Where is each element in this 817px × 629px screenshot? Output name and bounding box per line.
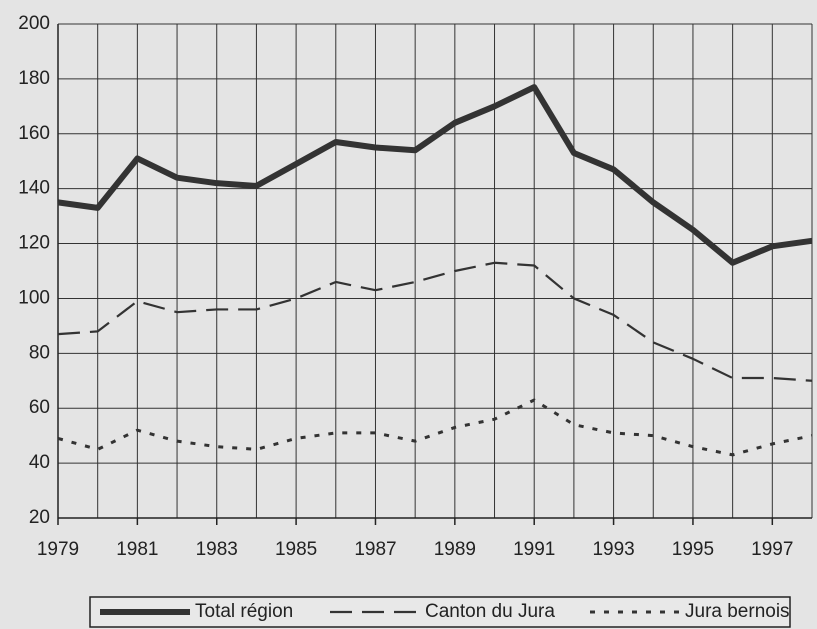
y-tick-label: 160	[18, 123, 50, 144]
y-tick-label: 120	[18, 233, 50, 254]
x-tick-label: 1991	[513, 539, 555, 560]
x-tick-label: 1997	[751, 539, 793, 560]
x-tick-label: 1983	[196, 539, 238, 560]
x-tick-label: 1979	[37, 539, 79, 560]
x-tick-label: 1985	[275, 539, 317, 560]
x-tick-label: 1981	[116, 539, 158, 560]
y-tick-label: 140	[18, 178, 50, 199]
y-tick-label: 40	[29, 452, 50, 473]
y-tick-label: 180	[18, 68, 50, 89]
series-line	[57, 84, 813, 266]
x-tick-label: 1993	[592, 539, 634, 560]
y-tick-label: 60	[29, 397, 50, 418]
y-tick-label: 20	[29, 507, 50, 528]
series-line	[57, 261, 813, 382]
legend-box	[89, 596, 791, 628]
legend-label: Jura bernois	[685, 601, 790, 622]
legend-label: Total région	[195, 601, 293, 622]
legend-label: Canton du Jura	[425, 601, 555, 622]
y-tick-label: 200	[18, 13, 50, 34]
x-tick-label: 1995	[672, 539, 714, 560]
y-tick-label: 100	[18, 287, 50, 308]
x-tick-label: 1989	[434, 539, 476, 560]
y-tick-label: 80	[29, 342, 50, 363]
x-tick-label: 1987	[354, 539, 396, 560]
